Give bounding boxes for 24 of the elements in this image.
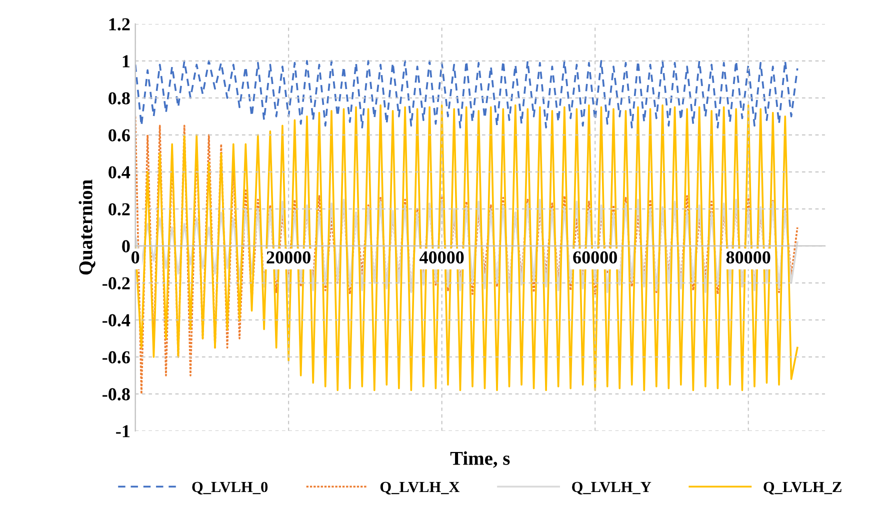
y-tick-label: 0.6 bbox=[108, 129, 130, 142]
y-tick-label: 1.2 bbox=[109, 18, 130, 30]
x-axis-title: Time, s bbox=[450, 451, 510, 468]
legend-label: Q_LVLH_X bbox=[380, 482, 460, 494]
y-axis-title: Quaternion bbox=[78, 180, 96, 275]
x-tick-label: 80000 bbox=[726, 251, 770, 264]
legend-label: Q_LVLH_0 bbox=[192, 482, 268, 494]
legend-label: Q_LVLH_Z bbox=[764, 482, 842, 494]
x-tick-label: 20000 bbox=[266, 251, 310, 264]
x-tick-label: 0 bbox=[131, 251, 140, 264]
y-tick-label: -1 bbox=[116, 425, 130, 438]
y-tick-label: 0.4 bbox=[108, 166, 130, 178]
y-tick-label: -0.2 bbox=[102, 277, 130, 290]
x-tick-label: 40000 bbox=[420, 251, 464, 264]
y-tick-label: -0.8 bbox=[102, 388, 130, 400]
y-tick-label: 0.2 bbox=[108, 203, 130, 216]
y-tick-label: -0.4 bbox=[102, 314, 130, 326]
y-tick-label: 0.8 bbox=[108, 92, 130, 104]
y-tick-label: -0.6 bbox=[102, 351, 130, 364]
y-tick-label: 0 bbox=[122, 240, 130, 252]
line-series bbox=[135, 60, 798, 128]
y-tick-label: 1 bbox=[122, 55, 130, 68]
x-tick-label: 60000 bbox=[573, 251, 617, 264]
legend-label: Q_LVLH_Y bbox=[572, 482, 652, 494]
